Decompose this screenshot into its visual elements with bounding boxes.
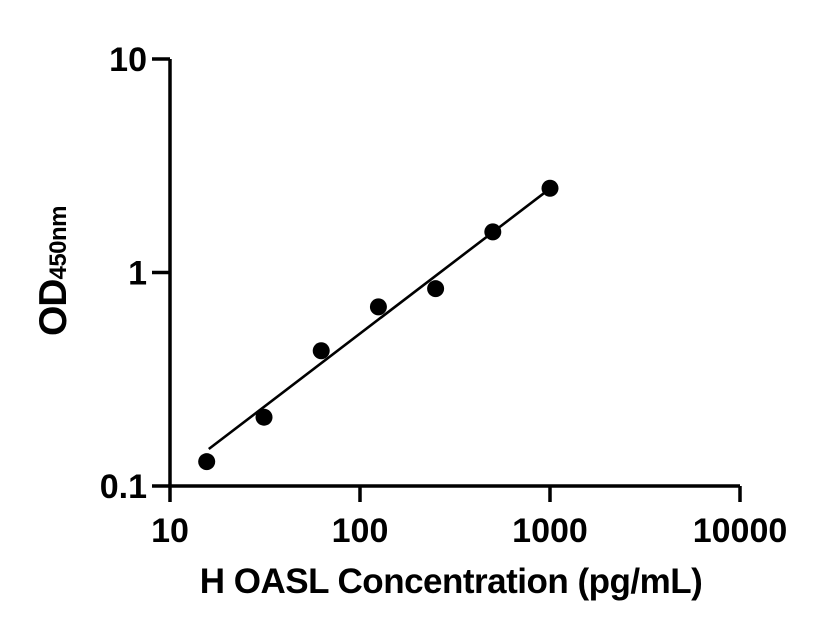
x-axis-title: H OASL Concentration (pg/mL) (199, 562, 703, 601)
y-axis-title-text: OD450nm (32, 206, 76, 336)
data-point (198, 453, 216, 471)
x-tick-label: 10 (151, 512, 189, 550)
y-axis-title-main: OD (32, 279, 75, 337)
data-point (369, 298, 387, 316)
x-tick-label: 1000 (512, 512, 588, 550)
data-point (427, 280, 445, 298)
data-point (312, 342, 330, 360)
y-tick-label: 1 (128, 255, 147, 293)
y-tick-label: 10 (109, 41, 147, 79)
x-tick-label: 100 (332, 512, 389, 550)
data-point (541, 179, 559, 197)
x-tick-label: 10000 (693, 512, 788, 550)
data-point (484, 223, 502, 241)
data-point (255, 408, 273, 426)
y-tick-label: 0.1 (100, 468, 147, 506)
y-axis-title-subscript: 450nm (45, 205, 72, 280)
